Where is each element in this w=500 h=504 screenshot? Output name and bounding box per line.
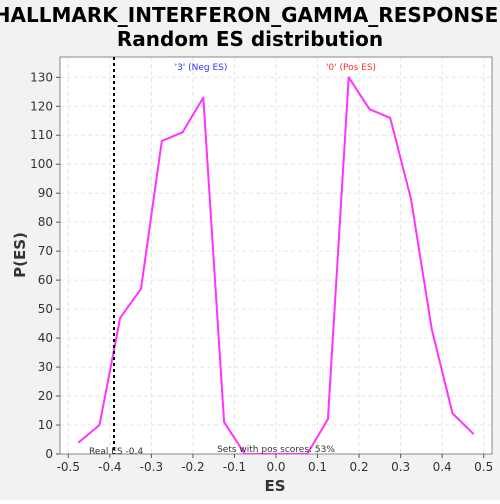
- data-point: [451, 412, 454, 415]
- y-axis-label: P(ES): [11, 232, 29, 278]
- y-tick-label: 120: [30, 99, 53, 113]
- x-tick-label: -0.1: [223, 460, 246, 474]
- y-tick-label: 90: [38, 186, 53, 200]
- data-point: [430, 328, 433, 331]
- data-point: [368, 108, 371, 110]
- data-point: [264, 453, 267, 455]
- data-point: [119, 317, 122, 319]
- x-tick-label: 0.0: [266, 460, 285, 474]
- data-point: [347, 76, 350, 79]
- data-point: [223, 421, 225, 423]
- chart-title-line-2: Random ES distribution: [117, 27, 383, 51]
- y-tick-label: 60: [38, 273, 53, 287]
- y-tick-label: 30: [38, 360, 53, 374]
- y-tick-label: 50: [38, 302, 53, 316]
- data-point: [181, 131, 184, 134]
- data-point: [202, 96, 205, 99]
- y-tick-label: 100: [30, 157, 53, 171]
- chart-title-line-1: HALLMARK_INTERFERON_GAMMA_RESPONSE:: [0, 3, 500, 27]
- y-tick-label: 70: [38, 244, 53, 258]
- x-tick-label: 0.1: [308, 460, 327, 474]
- y-tick-label: 40: [38, 331, 53, 345]
- x-tick-label: -0.2: [181, 460, 204, 474]
- x-tick-label: 0.4: [433, 460, 452, 474]
- x-tick-label: 0.3: [391, 460, 410, 474]
- data-point: [140, 288, 142, 290]
- ticks: -0.5 -0.4 -0.3 -0.2 -0.1 0.0 0.1 0.2 0.3 0.4 0.5 0 1…: [30, 70, 493, 474]
- data-point: [285, 453, 288, 455]
- data-point: [472, 432, 475, 435]
- y-tick-label: 130: [30, 70, 53, 84]
- annotations: '3' (Neg ES) '0' (Pos ES) Real ES -0.4 Sets…: [89, 57, 376, 457]
- y-tick-label: 10: [38, 418, 53, 432]
- data-point: [410, 198, 412, 200]
- x-tick-label: -0.4: [98, 460, 121, 474]
- x-tick-label: 0.5: [474, 460, 493, 474]
- data-point: [160, 140, 163, 142]
- y-tick-label: 0: [45, 447, 53, 461]
- neg-es-label: '3' (Neg ES): [175, 63, 228, 73]
- series-line: [78, 76, 474, 454]
- data-point: [389, 117, 392, 119]
- y-tick-label: 110: [30, 128, 53, 142]
- real-es-label: Real ES -0.4: [89, 447, 143, 457]
- x-tick-label: 0.2: [350, 460, 369, 474]
- pos-es-label: '0' (Pos ES): [326, 63, 376, 73]
- data-point: [244, 453, 246, 455]
- y-tick-label: 20: [38, 389, 53, 403]
- data-point: [306, 453, 308, 455]
- x-tick-label: -0.5: [57, 460, 80, 474]
- data-point: [327, 418, 329, 421]
- x-axis-label: ES: [264, 477, 285, 495]
- data-point: [77, 441, 80, 444]
- series-layer: [77, 76, 475, 455]
- y-tick-label: 80: [38, 215, 53, 229]
- data-point: [98, 424, 101, 426]
- pos-scores-label: Sets with pos scores: 53%: [217, 445, 335, 455]
- x-tick-label: -0.3: [140, 460, 163, 474]
